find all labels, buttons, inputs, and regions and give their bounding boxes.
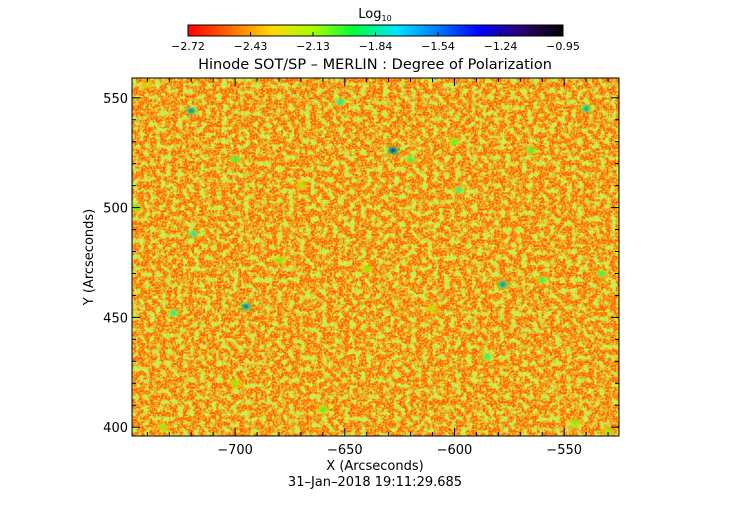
map-hotspot: [602, 428, 615, 436]
map-plot-area: −700 −650 −600 −550 400 450 500 550: [103, 77, 620, 458]
map-hotspot: [229, 379, 242, 387]
x-axis-label: X (Arcseconds): [326, 459, 423, 474]
plot-frame: [131, 77, 620, 437]
map-hotspot: [294, 182, 307, 190]
colorbar-label: Log10: [358, 7, 391, 23]
colorbar-ticks: −2.72 −2.43 −2.13 −1.84 −1.54 −1.24 −0.95: [171, 32, 580, 53]
colorbar-tick-label: −1.84: [359, 40, 393, 53]
map-hotspot: [316, 406, 329, 414]
map-hotspot: [229, 155, 242, 163]
map-hotspot: [387, 146, 400, 154]
map-hotspot: [156, 423, 169, 431]
map-hotspot: [187, 230, 200, 238]
colorbar-tick-label: −1.24: [484, 40, 518, 53]
colorbar-tick-label: −2.72: [171, 40, 205, 53]
map-hotspot: [448, 138, 461, 146]
y-axis-label: Y (Arcseconds): [82, 209, 97, 306]
x-tick-label: −700: [217, 443, 253, 458]
map-patch-texture: [132, 78, 619, 436]
map-hotspot: [167, 309, 180, 317]
map-hotspot: [426, 305, 439, 313]
colorbar-tick-label: −1.54: [421, 40, 455, 53]
map-hotspot: [536, 276, 549, 284]
footer-timestamp: 31–Jan–2018 19:11:29.685: [288, 475, 462, 490]
map-hotspot: [240, 302, 253, 310]
map-hotspot: [580, 105, 593, 113]
map-hotspot: [595, 269, 608, 277]
chart-title: Hinode SOT/SP – MERLIN : Degree of Polar…: [198, 57, 552, 73]
map-hotspot: [141, 81, 154, 89]
map-hotspot: [569, 419, 582, 427]
axis-ticks: −700 −650 −600 −550 400 450 500 550: [103, 78, 619, 458]
y-tick-label: 450: [103, 311, 128, 326]
map-hotspot: [334, 98, 347, 106]
x-tick-label: −600: [437, 443, 473, 458]
map-hotspot: [496, 280, 509, 288]
x-tick-label: −650: [327, 443, 363, 458]
colorbar-tick-label: −0.95: [546, 40, 580, 53]
y-tick-label: 400: [103, 421, 128, 436]
y-tick-label: 550: [103, 92, 128, 107]
map-hotspot: [525, 146, 538, 154]
x-tick-label: −550: [546, 443, 582, 458]
colorbar-label-subscript: 10: [382, 14, 392, 23]
map-hotspot: [185, 107, 198, 115]
y-tick-label: 500: [103, 202, 128, 217]
map-hotspot: [452, 186, 465, 194]
map-hotspot: [404, 155, 417, 163]
map-hotspot: [481, 353, 494, 361]
map-hotspot: [272, 256, 285, 264]
colorbar-tick-label: −2.13: [296, 40, 330, 53]
map-hotspot: [360, 265, 373, 273]
map-hotspots: [132, 78, 615, 436]
colorbar-tick-label: −2.43: [234, 40, 268, 53]
